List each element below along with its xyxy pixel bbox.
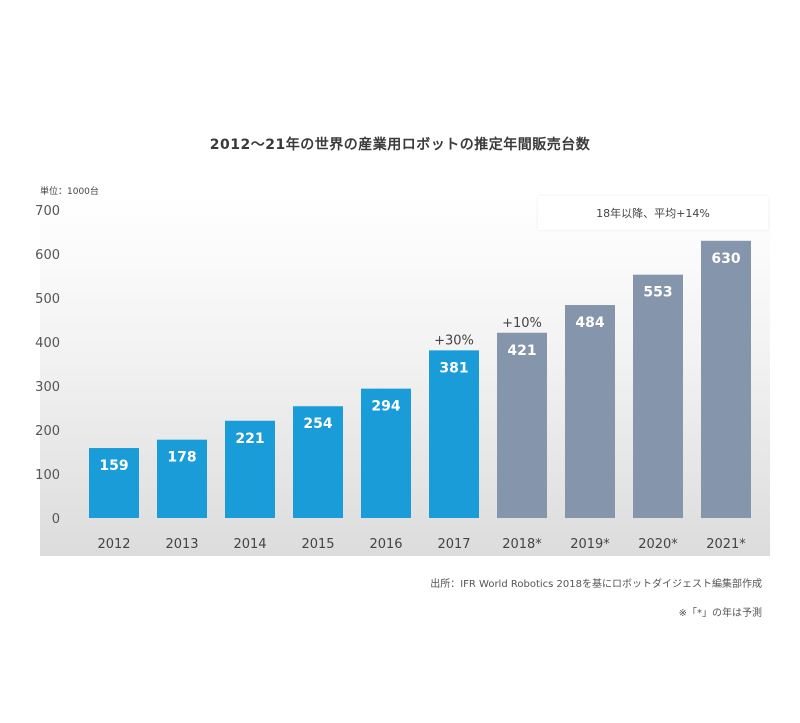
bar [157,439,207,518]
source-note: 出所：IFR World Robotics 2018を基にロボットダイジェスト編… [430,579,762,590]
bar [293,406,343,518]
y-tick-label: 400 [35,336,60,351]
bar-value-label: 381 [439,360,468,376]
bar [565,305,615,518]
bars: 159 178 221 254 294 381 421 484 553 630 +30% +10% [89,240,751,519]
x-tick-label: 2019* [570,537,610,552]
x-axis: 2012 2013 2014 2015 2016 2017 2018* 2019* 2020* 2… [97,537,746,552]
x-tick-label: 2015 [301,537,334,552]
x-tick-label: 2013 [165,537,198,552]
bar [633,274,683,518]
growth-note: 18年以降、平均+14% [596,207,710,220]
x-tick-label: 2020* [638,537,678,552]
bar [225,420,275,518]
bar-value-label: 159 [99,458,128,474]
bar [361,388,411,518]
bar-value-label: 254 [303,416,332,432]
y-tick-label: 0 [52,512,60,527]
y-axis: 0 100 200 300 400 500 600 700 [35,204,60,527]
x-tick-label: 2018* [502,537,542,552]
bar-value-label: 421 [507,343,536,359]
bar [89,448,139,518]
bar-value-label: 221 [235,431,264,447]
growth-annotation: +30% [434,333,474,348]
x-tick-label: 2014 [233,537,266,552]
x-tick-label: 2012 [97,537,130,552]
chart-title: 2012～21年の世界の産業用ロボットの推定年間販売台数 [209,137,591,153]
bar-value-label: 178 [167,450,196,466]
bar [497,332,547,518]
y-tick-label: 500 [35,292,60,307]
bar-value-label: 484 [575,315,604,331]
x-tick-label: 2021* [706,537,746,552]
y-tick-label: 700 [35,204,60,219]
bar [429,350,479,518]
forecast-footnote: ※「*」の年は予測 [678,608,762,619]
bar-value-label: 553 [643,285,672,301]
y-tick-label: 200 [35,424,60,439]
x-tick-label: 2017 [437,537,470,552]
bar-value-label: 294 [371,399,400,415]
growth-note-box: 18年以降、平均+14% [538,196,768,230]
y-tick-label: 600 [35,248,60,263]
unit-label: 単位：1000台 [40,187,99,197]
x-tick-label: 2016 [369,537,402,552]
growth-annotation: +10% [502,316,542,331]
bar [701,240,751,519]
bar-value-label: 630 [711,251,740,267]
y-tick-label: 300 [35,380,60,395]
y-tick-label: 100 [35,468,60,483]
